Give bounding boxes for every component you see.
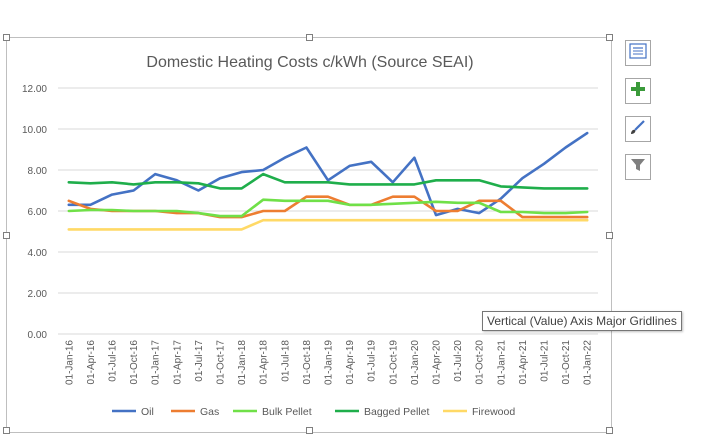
- legend-entry[interactable]: Gas: [171, 406, 219, 418]
- chart-elements-plus-icon: [630, 81, 646, 102]
- chart-title[interactable]: Domestic Heating Costs c/kWh (Source SEA…: [146, 54, 473, 71]
- resize-handle-bottom-right[interactable]: [606, 427, 613, 434]
- chart-filters-funnel-icon: [630, 157, 646, 178]
- x-tick-label: 01-Jul-16: [108, 340, 119, 382]
- resize-handle-right[interactable]: [606, 232, 613, 239]
- y-tick-label: 4.00: [28, 248, 48, 259]
- y-axis-labels[interactable]: 0.00 2.00 4.00 6.00 8.00 10.00 12.00: [22, 84, 47, 341]
- resize-handle-bottom-left[interactable]: [3, 427, 10, 434]
- resize-handle-top-left[interactable]: [3, 34, 10, 41]
- legend-entry[interactable]: Oil: [112, 406, 154, 418]
- legend-entry[interactable]: Bagged Pellet: [335, 406, 429, 418]
- resize-handle-left[interactable]: [3, 232, 10, 239]
- series-line-bagged-pellet[interactable]: [67, 172, 589, 190]
- legend-label: Firewood: [472, 406, 515, 418]
- legend-entry[interactable]: Bulk Pellet: [233, 406, 312, 418]
- y-tick-label: 2.00: [28, 289, 48, 300]
- x-tick-label: 01-Jan-17: [151, 340, 162, 385]
- x-tick-label: 01-Jan-20: [410, 340, 421, 385]
- resize-handle-bottom[interactable]: [306, 427, 313, 434]
- x-tick-label: 01-Oct-18: [302, 340, 313, 385]
- x-tick-label: 01-Apr-21: [518, 340, 529, 385]
- series-line-oil[interactable]: [67, 131, 589, 217]
- x-tick-label: 01-Jan-16: [64, 340, 75, 385]
- legend-entry[interactable]: Firewood: [443, 406, 515, 418]
- legend-label: Bagged Pellet: [364, 406, 429, 418]
- x-tick-label: 01-Jul-18: [280, 340, 291, 382]
- x-tick-label: 01-Oct-21: [561, 340, 572, 385]
- legend-label: Gas: [200, 406, 219, 418]
- series-line-firewood[interactable]: [67, 218, 589, 231]
- series-lines[interactable]: [67, 131, 589, 231]
- y-tick-label: 12.00: [22, 84, 47, 95]
- tooltip: Vertical (Value) Axis Major Gridlines: [482, 311, 682, 331]
- x-tick-label: 01-Oct-19: [388, 340, 399, 385]
- chart-styles-button[interactable]: [625, 116, 651, 142]
- legend[interactable]: Oil Gas Bulk Pellet Bagged Pellet Firewood: [112, 406, 515, 418]
- x-tick-label: 01-Oct-20: [475, 340, 486, 385]
- x-tick-label: 01-Apr-19: [345, 340, 356, 385]
- chart-layout-icon: [629, 42, 647, 64]
- x-tick-label: 01-Jan-19: [324, 340, 335, 385]
- chart-styles-brush-icon: [629, 118, 647, 141]
- resize-handle-top-right[interactable]: [606, 34, 613, 41]
- chart-layout-button[interactable]: [625, 40, 651, 66]
- x-tick-label: 01-Jul-20: [453, 340, 464, 382]
- y-tick-label: 10.00: [22, 125, 47, 136]
- x-tick-label: 01-Oct-17: [216, 340, 227, 385]
- x-tick-label: 01-Oct-16: [129, 340, 140, 385]
- y-tick-label: 6.00: [28, 207, 48, 218]
- y-tick-label: 0.00: [28, 330, 48, 341]
- x-tick-label: 01-Apr-18: [259, 340, 270, 385]
- chart-filters-button[interactable]: [625, 154, 651, 180]
- legend-label: Oil: [141, 406, 154, 418]
- x-tick-label: 01-Apr-20: [432, 340, 443, 385]
- series-line-bulk-pellet[interactable]: [67, 198, 589, 218]
- x-tick-label: 01-Jan-22: [583, 340, 594, 385]
- x-tick-label: 01-Apr-16: [86, 340, 97, 385]
- x-tick-label: 01-Jul-17: [194, 340, 205, 382]
- x-tick-label: 01-Apr-17: [172, 340, 183, 385]
- x-tick-label: 01-Jul-19: [367, 340, 378, 382]
- x-tick-label: 01-Jan-21: [496, 340, 507, 385]
- chart-area[interactable]: [3, 34, 613, 434]
- x-tick-label: 01-Jan-18: [237, 340, 248, 385]
- chart-elements-button[interactable]: [625, 78, 651, 104]
- y-tick-label: 8.00: [28, 166, 48, 177]
- resize-handle-top[interactable]: [306, 34, 313, 41]
- x-axis-labels[interactable]: 01-Jan-16 01-Apr-16 01-Jul-16 01-Oct-16 01-J…: [64, 340, 593, 385]
- legend-label: Bulk Pellet: [262, 406, 312, 418]
- x-tick-label: 01-Jul-21: [540, 340, 551, 382]
